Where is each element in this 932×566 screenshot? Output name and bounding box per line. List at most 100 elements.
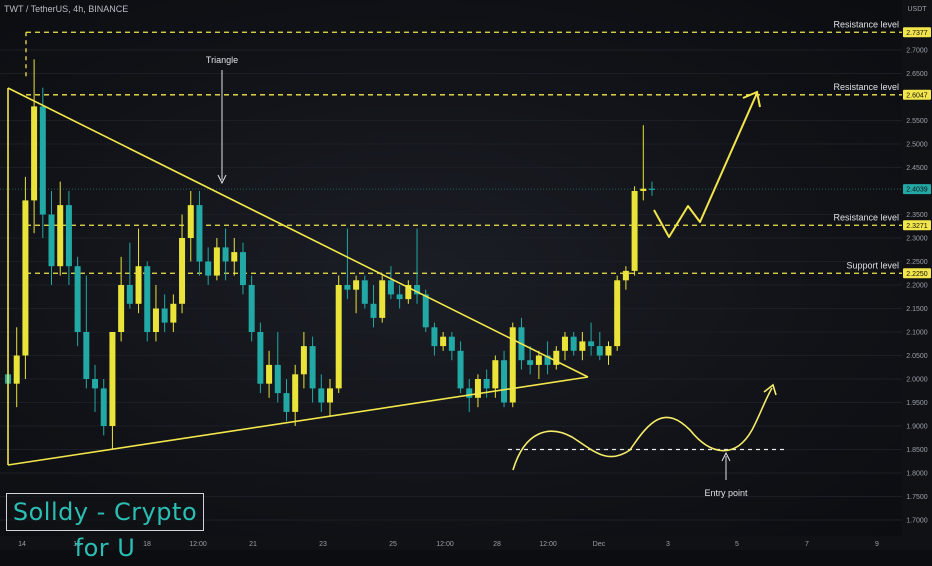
candle-body [370,303,377,318]
candle-body [126,285,133,304]
candle-body [205,261,212,276]
candle-body [31,106,38,201]
price-tick-label: 1.8000 [906,471,928,478]
time-tick-label: Dec [593,541,606,548]
candle-body [570,336,577,351]
candle-body [414,285,421,295]
candle-body [649,188,655,190]
candle-body [492,360,499,389]
candle-body [431,327,438,347]
price-tick-label: 2.5500 [906,118,928,125]
candle-body [614,280,621,347]
triangle-lower-line [7,376,589,466]
candle-body [92,379,99,389]
price-tick-label: 1.9500 [906,400,928,407]
candle-body [283,393,290,412]
candle-body [74,266,81,332]
entry-arrow-head [721,451,731,462]
price-tick-label: 2.0500 [906,353,928,360]
ticker-label: TWT / TetherUS, 4h, BINANCE [4,4,129,14]
time-tick-label: 12:00 [539,541,557,548]
time-tick-label: 12:00 [436,541,454,548]
price-tick-label: 1.9000 [906,424,928,431]
price-label-text: 2.4039 [906,187,928,194]
time-tick-label: 28 [493,541,501,548]
candle-body [161,308,168,323]
candle-body [179,238,186,304]
candle-body [387,280,394,295]
candle-body [309,346,316,389]
time-tick-label: 12:00 [189,541,207,548]
triangle-upper-line [7,87,589,378]
price-tick-label: 2.5000 [906,142,928,149]
candle-body [48,214,55,267]
candle-body [405,285,412,300]
price-tick-label: 2.6500 [906,71,928,78]
candle-body [118,285,125,332]
candle-body [440,336,447,347]
candle-body [631,191,638,271]
candle-body [65,205,72,267]
time-tick-label: 14 [18,541,26,548]
candle-body [13,355,20,384]
price-axis-unit: USDT [907,6,927,13]
level-label: Resistance level [833,212,899,222]
candle-body [248,285,255,332]
candle-body [83,332,90,379]
wave-path [512,387,773,471]
time-tick-label: 18 [143,541,151,548]
time-tick-label: 25 [389,541,397,548]
time-tick-label: 21 [249,541,257,548]
candle-body [509,327,516,403]
price-tick-label: 1.7000 [906,518,928,525]
triangle-label: Triangle [206,55,238,65]
candle-body [257,332,264,384]
level-label: Resistance level [833,82,899,92]
candle-body [22,200,29,356]
price-label-tag [903,27,931,38]
projection-arrow-head [742,90,761,108]
candle-body [483,379,490,389]
candle-body [466,388,473,398]
time-axis-panel [0,536,902,550]
time-tick-label: 3 [666,541,670,548]
candle-body [152,308,159,332]
candle-body [239,252,246,285]
candle-body [318,388,325,403]
price-label-text: 2.3271 [906,223,928,230]
brand-watermark: Solldy - Crypto for U [6,493,204,562]
price-tick-label: 2.3500 [906,212,928,219]
price-tick-label: 2.2500 [906,259,928,266]
candle-body [561,336,568,351]
price-label-text: 2.2250 [906,271,928,278]
candle-body [544,355,551,365]
time-tick-label: 7 [805,541,809,548]
candle-body [274,364,281,394]
candle-body [213,247,220,276]
candle-body [170,303,177,323]
candle-body [527,360,534,365]
candle-body [222,247,229,262]
time-tick-label: 5 [735,541,739,548]
candle-body [300,346,307,375]
level-label: Resistance level [833,19,899,29]
entry-point-label: Entry point [704,488,748,498]
candle-body [448,336,455,351]
wave-arrow-head [763,383,777,396]
level-label: Support level [846,260,899,270]
price-label-text: 2.7377 [906,30,928,37]
price-tick-label: 2.3000 [906,236,928,243]
candle-body [344,285,351,290]
candle-body [596,346,603,356]
price-tick-label: 2.0000 [906,377,928,384]
candle-body [640,188,647,191]
price-tick-label: 2.7000 [906,48,928,55]
candle-body [292,374,299,412]
candle-body [422,294,429,328]
candle-body [622,270,629,281]
candle-body [353,280,360,290]
price-tick-label: 1.8500 [906,447,928,454]
candle-body [335,285,342,389]
candlestick-chart[interactable]: USDT 2.7000 2.6500 2.5500 2.5000 2.4500 2.3500… [0,0,932,550]
triangle-arrow-head [217,174,227,185]
